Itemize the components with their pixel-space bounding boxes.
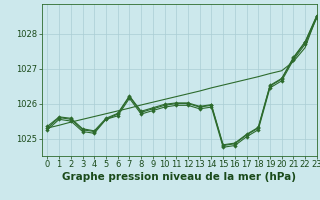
X-axis label: Graphe pression niveau de la mer (hPa): Graphe pression niveau de la mer (hPa) bbox=[62, 172, 296, 182]
